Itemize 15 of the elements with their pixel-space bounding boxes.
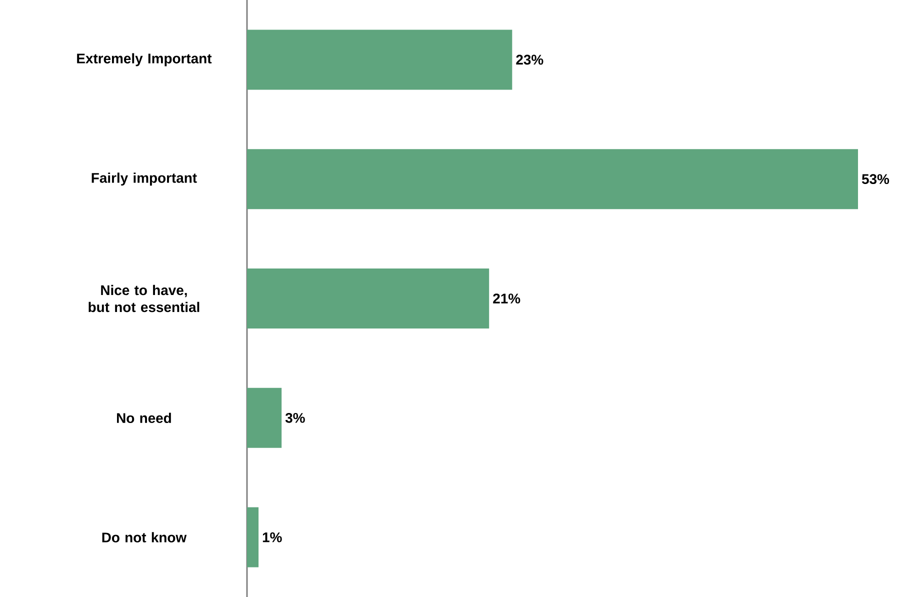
bar xyxy=(246,388,282,448)
data-label: 3% xyxy=(285,412,305,423)
y-tick-label: Nice to have, but not essential xyxy=(88,284,200,312)
data-label: 23% xyxy=(516,54,544,65)
bar xyxy=(246,149,858,210)
y-tick-label: Extremely Important xyxy=(77,53,212,66)
data-label: 21% xyxy=(493,294,520,304)
bar xyxy=(246,30,512,90)
bar xyxy=(246,268,490,329)
data-label: 53% xyxy=(862,174,890,184)
y-tick-label: Do not know xyxy=(102,532,187,542)
data-label: 1% xyxy=(262,532,282,542)
y-tick-label: Fairly important xyxy=(92,172,197,186)
y-tick-label: No need xyxy=(117,412,171,424)
bar xyxy=(246,507,259,568)
